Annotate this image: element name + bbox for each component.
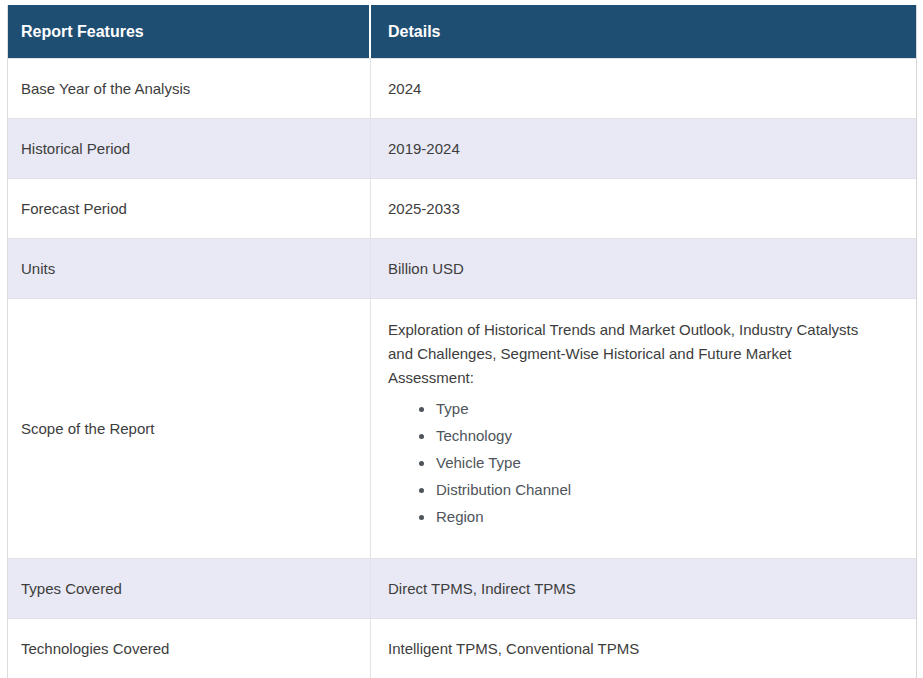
feature-cell: Units bbox=[8, 239, 371, 298]
feature-cell: Types Covered bbox=[8, 559, 371, 618]
scope-intro-text: Exploration of Historical Trends and Mar… bbox=[388, 318, 880, 390]
feature-cell: Scope of the Report bbox=[8, 299, 371, 558]
header-cell-report-features: Report Features bbox=[8, 5, 371, 58]
table-row-units: Units Billion USD bbox=[8, 238, 916, 298]
table-row-technologies-covered: Technologies Covered Intelligent TPMS, C… bbox=[8, 618, 916, 678]
table-row-scope: Scope of the Report Exploration of Histo… bbox=[8, 298, 916, 558]
bullet-item-vehicle-type: Vehicle Type bbox=[435, 453, 902, 473]
feature-cell: Historical Period bbox=[8, 119, 371, 178]
table-row-forecast-period: Forecast Period 2025-2033 bbox=[8, 178, 916, 238]
details-cell: 2025-2033 bbox=[371, 179, 916, 238]
details-cell: Exploration of Historical Trends and Mar… bbox=[371, 299, 916, 558]
feature-cell: Base Year of the Analysis bbox=[8, 59, 371, 118]
report-features-table: Report Features Details Base Year of the… bbox=[7, 5, 917, 678]
details-cell: Intelligent TPMS, Conventional TPMS bbox=[371, 619, 916, 678]
bullet-item-region: Region bbox=[435, 507, 902, 527]
feature-cell: Technologies Covered bbox=[8, 619, 371, 678]
details-cell: 2019-2024 bbox=[371, 119, 916, 178]
details-cell: 2024 bbox=[371, 59, 916, 118]
table-row-base-year: Base Year of the Analysis 2024 bbox=[8, 58, 916, 118]
bullet-item-distribution-channel: Distribution Channel bbox=[435, 480, 902, 500]
table-row-types-covered: Types Covered Direct TPMS, Indirect TPMS bbox=[8, 558, 916, 618]
table-row-historical-period: Historical Period 2019-2024 bbox=[8, 118, 916, 178]
table-header-row: Report Features Details bbox=[8, 5, 916, 58]
details-cell: Billion USD bbox=[371, 239, 916, 298]
bullet-item-type: Type bbox=[435, 399, 902, 419]
feature-cell: Forecast Period bbox=[8, 179, 371, 238]
details-cell: Direct TPMS, Indirect TPMS bbox=[371, 559, 916, 618]
header-cell-details: Details bbox=[371, 5, 916, 58]
scope-bullet-list: Type Technology Vehicle Type Distributio… bbox=[388, 399, 902, 527]
bullet-item-technology: Technology bbox=[435, 426, 902, 446]
